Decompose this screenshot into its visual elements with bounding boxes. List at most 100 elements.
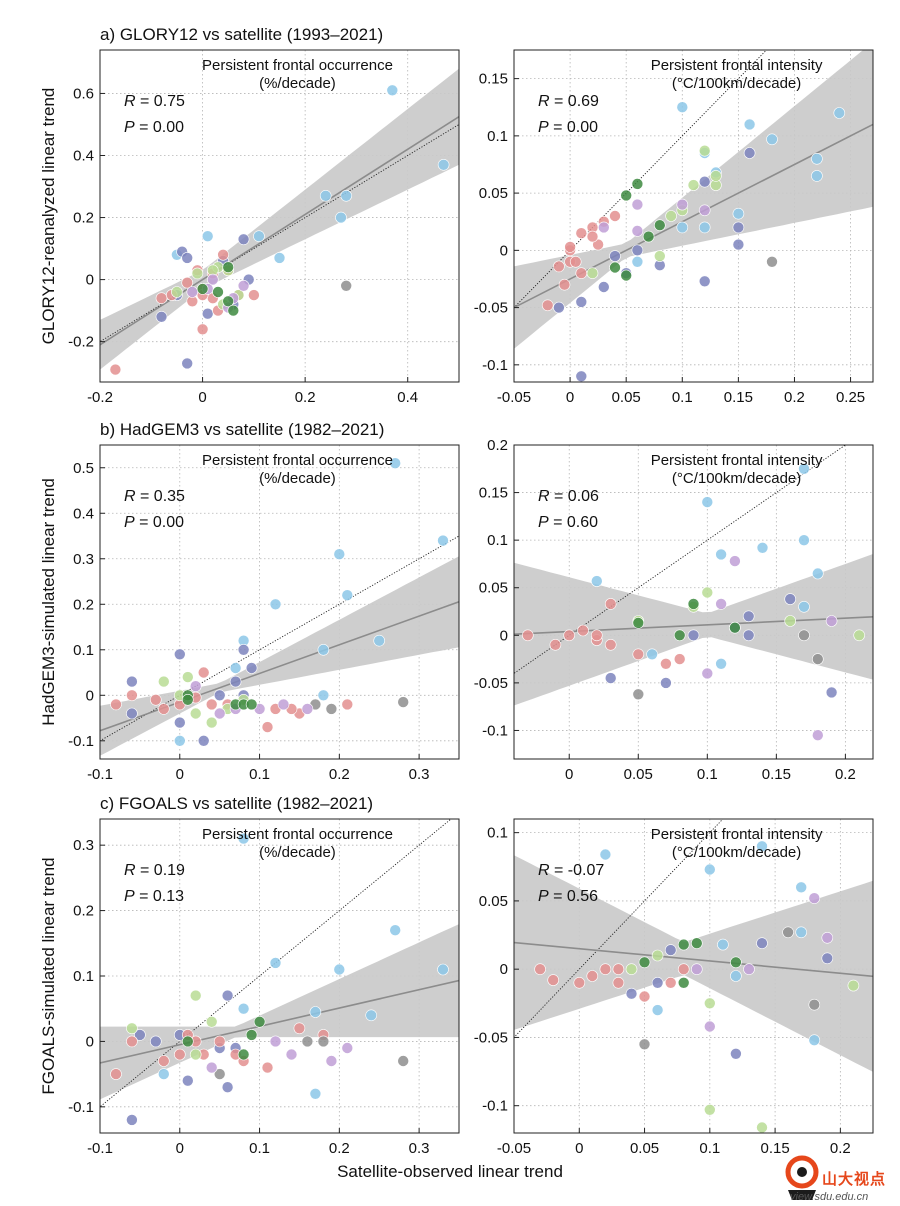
y-tick-label: -0.1 xyxy=(482,357,508,374)
stats-text: P = 0.13 xyxy=(124,888,184,905)
data-point xyxy=(301,1035,314,1048)
data-point xyxy=(642,230,655,243)
data-point xyxy=(808,1034,821,1046)
data-point xyxy=(687,598,700,610)
data-point xyxy=(309,1006,322,1018)
one-to-one-line xyxy=(514,819,724,1039)
x-tick-label: -0.2 xyxy=(87,389,113,406)
data-point xyxy=(729,555,741,567)
x-tick-label: 0.2 xyxy=(835,766,856,783)
data-point xyxy=(222,261,234,274)
data-point xyxy=(586,230,599,243)
data-point xyxy=(245,662,258,674)
data-point xyxy=(285,1048,298,1061)
data-point xyxy=(811,729,824,742)
data-point xyxy=(171,286,183,298)
data-point xyxy=(597,281,610,293)
y-tick-label: 0.15 xyxy=(479,71,508,88)
y-tick-label: 0 xyxy=(500,961,508,978)
data-point xyxy=(335,211,347,224)
data-point xyxy=(808,998,821,1011)
data-point xyxy=(609,261,621,274)
data-point xyxy=(660,677,672,689)
panel-2: -0.05 0 0.05 0.1 0.15 0.2 0.25 -0.1 -0.05 0 0.05 0.… xyxy=(474,49,874,406)
data-point xyxy=(325,1055,338,1067)
data-point xyxy=(698,144,711,157)
stats-text: R = 0.69 xyxy=(538,93,599,110)
data-point xyxy=(766,133,778,146)
y-tick-label: 0.4 xyxy=(73,147,94,164)
x-tick-label: 0.3 xyxy=(409,1140,430,1157)
y-axis-label: HadGEM3-simulated linear trend xyxy=(39,478,58,726)
data-point xyxy=(437,159,450,171)
data-point xyxy=(269,598,282,611)
y-tick-label: 0 xyxy=(86,1033,94,1050)
data-point xyxy=(766,255,778,268)
data-point xyxy=(134,1029,146,1041)
x-tick-label: 0.05 xyxy=(612,389,641,406)
plot-area xyxy=(100,819,459,1126)
data-point xyxy=(189,680,202,693)
data-point xyxy=(756,937,768,950)
one-to-one-line xyxy=(100,123,459,343)
data-point xyxy=(599,848,612,861)
panel-annotation: Persistent frontal occurrence xyxy=(202,57,393,74)
y-tick-label: 0.6 xyxy=(73,85,94,102)
data-point xyxy=(397,1055,410,1067)
data-point xyxy=(340,279,353,292)
data-point xyxy=(638,1038,651,1051)
data-point xyxy=(158,1055,170,1067)
data-point xyxy=(245,1029,258,1041)
data-point xyxy=(825,615,838,627)
data-point xyxy=(676,101,689,113)
data-point xyxy=(710,170,722,182)
data-point xyxy=(631,178,644,190)
data-point xyxy=(237,233,250,246)
data-point xyxy=(222,295,234,308)
stats-text: R = -0.07 xyxy=(538,862,604,879)
data-point xyxy=(664,944,677,956)
y-tick-label: 0.05 xyxy=(479,185,508,202)
data-point xyxy=(182,1035,194,1048)
panel-annotation: (°C/100km/decade) xyxy=(672,844,801,861)
data-point xyxy=(743,118,756,131)
data-point xyxy=(847,979,860,992)
data-point xyxy=(599,963,612,976)
data-point xyxy=(365,1009,378,1022)
data-point xyxy=(319,190,332,202)
data-point xyxy=(625,963,638,976)
confidence-band xyxy=(100,68,459,370)
x-tick-label: 0.1 xyxy=(697,766,718,783)
data-point xyxy=(237,1048,250,1061)
data-point xyxy=(620,269,633,282)
x-tick-label: 0.4 xyxy=(397,389,418,406)
data-point xyxy=(317,643,330,656)
confidence-band xyxy=(100,924,459,1100)
y-tick-label: 0.05 xyxy=(479,893,508,910)
data-point xyxy=(798,534,810,547)
data-point xyxy=(732,238,745,251)
data-point xyxy=(730,970,742,982)
panel-annotation: (°C/100km/decade) xyxy=(672,470,801,487)
data-point xyxy=(756,840,768,853)
data-point xyxy=(592,238,604,251)
data-point xyxy=(743,963,755,976)
panel-annotation: Persistent frontal occurrence xyxy=(202,452,393,469)
data-point xyxy=(205,1015,218,1028)
regression-line xyxy=(514,941,873,978)
y-tick-label: 0.1 xyxy=(73,642,94,659)
data-point xyxy=(698,275,711,288)
data-point xyxy=(632,648,645,661)
x-tick-label: 0.05 xyxy=(624,766,653,783)
data-point xyxy=(660,657,672,670)
y-axis-label: FGOALS-simulated linear trend xyxy=(39,857,58,1094)
data-point xyxy=(293,1022,306,1035)
data-point xyxy=(273,252,286,264)
data-point xyxy=(730,1048,742,1060)
data-point xyxy=(811,653,824,665)
data-point xyxy=(575,370,588,382)
data-point xyxy=(833,107,846,119)
watermark-url: view.sdu.edu.cn xyxy=(790,1191,869,1203)
data-point xyxy=(261,721,274,733)
x-tick-label: 0.15 xyxy=(760,1140,789,1157)
